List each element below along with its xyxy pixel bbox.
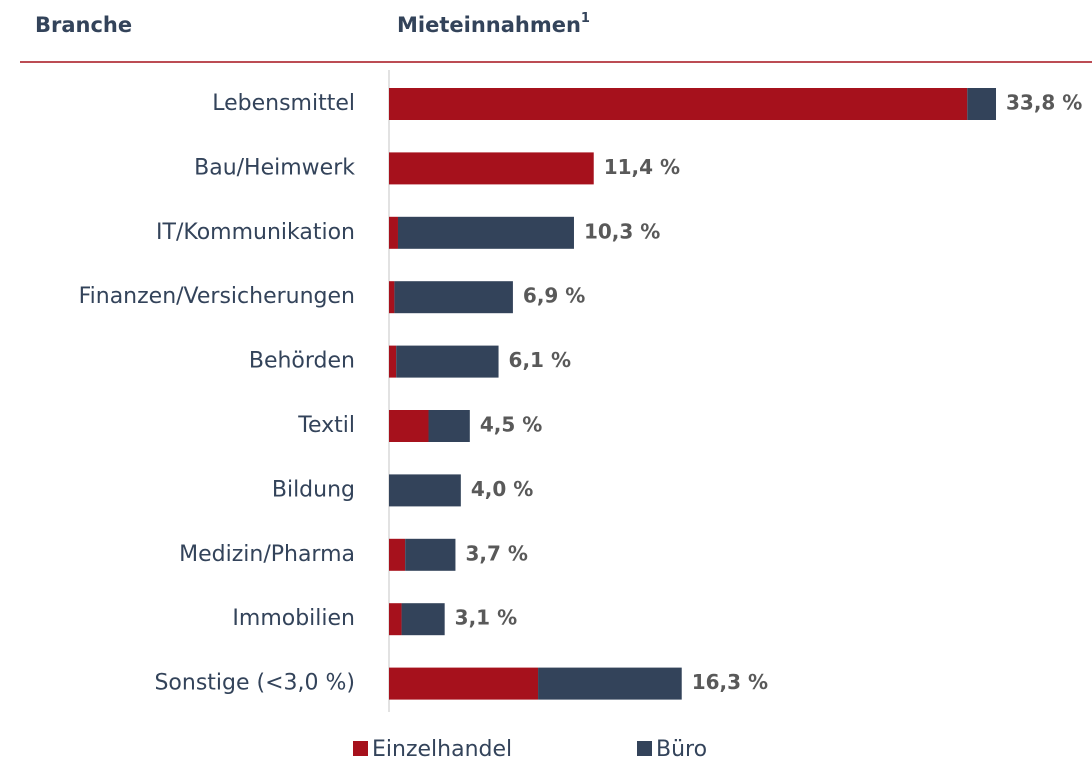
bar-segment — [396, 345, 499, 378]
total-label: 6,9 % — [523, 284, 585, 308]
category-label: Lebensmittel — [212, 91, 355, 116]
bar-segment — [389, 603, 402, 636]
category-label: Behörden — [249, 349, 355, 374]
category-label: Bildung — [272, 477, 355, 502]
category-label: Finanzen/Versicherungen — [79, 284, 355, 309]
category-label: IT/Kommunikation — [156, 220, 355, 245]
total-label: 10,3 % — [584, 219, 660, 243]
bar-segment — [389, 538, 406, 571]
total-label: 33,8 % — [1006, 91, 1082, 115]
bar-segment — [389, 667, 539, 700]
bar-segment — [389, 410, 429, 442]
bar-segment — [389, 474, 461, 507]
legend-swatch — [637, 741, 652, 756]
bar-segment — [428, 410, 470, 442]
bar-segment — [389, 216, 398, 249]
bar-segment — [397, 216, 574, 249]
total-label: 4,5 % — [480, 413, 542, 437]
bar-segment — [394, 281, 513, 314]
bar-segment — [389, 345, 397, 378]
footnote-marker: 1 — [581, 11, 590, 26]
bar-segment — [538, 667, 682, 700]
category-label: Medizin/Pharma — [179, 542, 355, 567]
header-text: Mieteinnahmen — [397, 13, 581, 37]
category-label: Sonstige (<3,0 %) — [154, 671, 355, 696]
total-label: 3,1 % — [455, 606, 517, 630]
category-label: Textil — [297, 413, 355, 438]
column-header: Mieteinnahmen1 — [397, 11, 590, 38]
bar-segment — [389, 88, 968, 120]
total-label: 3,7 % — [465, 541, 527, 565]
category-label: Immobilien — [232, 606, 355, 631]
legend-label: Einzelhandel — [372, 737, 512, 762]
total-label: 16,3 % — [692, 670, 768, 694]
legend-swatch — [353, 741, 368, 756]
total-label: 11,4 % — [604, 155, 680, 179]
bar-segment — [389, 152, 594, 185]
total-label: 4,0 % — [471, 477, 533, 501]
bar-segment — [389, 281, 395, 314]
column-header: Branche — [35, 13, 132, 37]
category-label: Bau/Heimwerk — [194, 155, 355, 180]
legend-label: Büro — [656, 737, 707, 762]
bar-segment — [405, 538, 456, 571]
total-label: 6,1 % — [509, 348, 571, 372]
bar-segment — [967, 88, 997, 120]
bar-segment — [401, 603, 445, 636]
